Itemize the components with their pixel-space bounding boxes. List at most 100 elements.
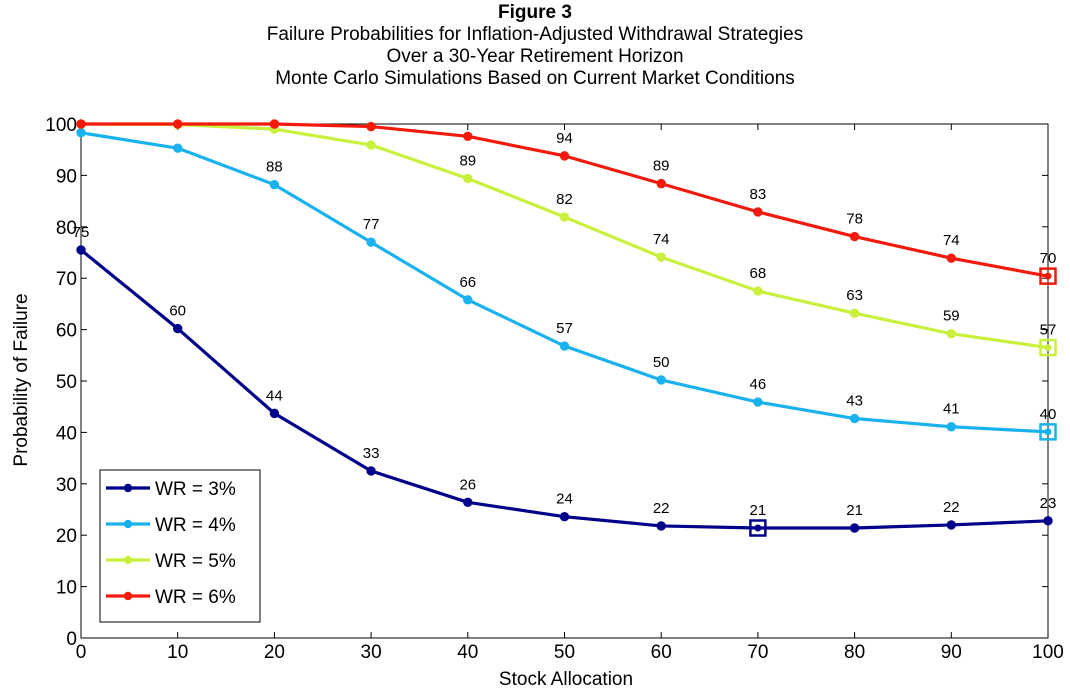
highlight-marker xyxy=(1039,423,1057,441)
data-point xyxy=(76,245,86,255)
y-tick-label: 100 xyxy=(45,115,77,136)
data-point xyxy=(173,119,183,129)
legend-marker xyxy=(123,483,133,493)
x-tick-label: 100 xyxy=(1032,642,1064,663)
y-tick-label: 60 xyxy=(56,321,77,342)
legend-label: WR = 6% xyxy=(155,587,236,608)
y-tick-label: 10 xyxy=(56,578,77,599)
data-label: 33 xyxy=(363,445,380,462)
data-label: 83 xyxy=(750,186,767,203)
data-label: 22 xyxy=(943,499,960,516)
data-point xyxy=(849,308,860,318)
data-point xyxy=(656,178,666,189)
data-point xyxy=(559,212,570,222)
data-label: 44 xyxy=(266,387,283,404)
data-point xyxy=(76,128,86,138)
data-label: 77 xyxy=(363,216,380,233)
data-label: 74 xyxy=(653,231,670,248)
legend-label: WR = 4% xyxy=(155,515,236,536)
data-point xyxy=(173,143,183,153)
data-point xyxy=(559,511,570,522)
y-tick-label: 30 xyxy=(56,475,77,496)
data-point xyxy=(269,408,280,419)
data-label: 41 xyxy=(943,401,960,418)
data-label: 70 xyxy=(1040,250,1057,267)
y-tick-label: 20 xyxy=(56,526,77,547)
x-tick-label: 50 xyxy=(554,642,575,663)
data-label: 63 xyxy=(846,287,863,304)
x-tick-label: 60 xyxy=(651,642,672,663)
data-point xyxy=(754,524,762,532)
data-label: 43 xyxy=(846,393,863,410)
highlight-marker xyxy=(1039,267,1057,285)
x-tick-label: 20 xyxy=(264,642,285,663)
data-label: 78 xyxy=(846,211,863,228)
data-point xyxy=(946,329,956,339)
data-label: 68 xyxy=(750,265,767,282)
y-axis-label: Probability of Failure xyxy=(11,293,32,466)
y-tick-label: 90 xyxy=(56,166,77,187)
data-label: 88 xyxy=(266,159,283,176)
y-tick-label: 50 xyxy=(56,372,77,393)
data-point xyxy=(753,207,763,217)
data-point xyxy=(753,286,763,296)
data-label: 66 xyxy=(459,274,476,291)
series-line xyxy=(80,131,1049,434)
chart-subtitle-2: Over a 30-Year Retirement Horizon xyxy=(386,46,684,67)
x-tick-label: 40 xyxy=(457,642,478,663)
data-label: 50 xyxy=(653,354,670,371)
data-point xyxy=(366,140,376,150)
data-label: 22 xyxy=(653,500,670,517)
data-point xyxy=(559,341,570,351)
data-label: 75 xyxy=(73,224,90,241)
data-point xyxy=(366,237,376,247)
chart-titles: Figure 3 Failure Probabilities for Infla… xyxy=(0,2,1070,90)
data-label: 26 xyxy=(459,476,476,493)
series-group-4 xyxy=(76,119,1057,285)
data-label: 40 xyxy=(1040,406,1057,423)
x-tick-label: 10 xyxy=(167,642,188,663)
x-axis-label: Stock Allocation xyxy=(499,669,633,689)
data-point xyxy=(946,520,956,530)
data-point xyxy=(1043,516,1053,526)
data-point xyxy=(1044,344,1052,352)
x-tick-label: 0 xyxy=(76,642,87,663)
data-label: 74 xyxy=(943,232,960,249)
data-point xyxy=(753,397,763,407)
data-label: 57 xyxy=(556,320,573,337)
data-point xyxy=(849,413,860,424)
data-point xyxy=(849,231,860,242)
data-label: 59 xyxy=(943,308,960,325)
data-label: 46 xyxy=(750,376,767,393)
data-label: 57 xyxy=(1040,322,1057,339)
data-point xyxy=(1044,272,1052,280)
legend-label: WR = 3% xyxy=(155,479,236,500)
legend: WR = 3% WR = 4% WR = 5% WR = 6% xyxy=(99,469,261,623)
data-label: 21 xyxy=(846,502,863,519)
legend-marker xyxy=(123,519,133,529)
x-tick-label: 80 xyxy=(844,642,865,663)
data-point xyxy=(559,151,570,161)
legend-marker xyxy=(123,555,133,565)
data-point xyxy=(946,422,956,432)
chart-subtitle-3: Monte Carlo Simulations Based on Current… xyxy=(275,68,795,89)
data-point xyxy=(463,497,473,508)
y-tick-label: 70 xyxy=(56,269,77,290)
data-point xyxy=(463,131,473,142)
data-point xyxy=(269,179,280,190)
data-point xyxy=(366,466,376,476)
y-tick-label: 80 xyxy=(56,218,77,239)
chart-title: Figure 3 xyxy=(498,2,572,23)
data-label: 24 xyxy=(556,491,573,508)
data-point xyxy=(76,119,86,129)
data-point xyxy=(269,119,280,129)
y-tick-label: 0 xyxy=(66,629,77,650)
data-point xyxy=(366,121,376,132)
data-label: 89 xyxy=(653,158,670,175)
data-point xyxy=(946,253,956,263)
highlight-marker xyxy=(1039,338,1057,357)
series-group-2 xyxy=(76,128,1057,441)
legend-marker xyxy=(123,591,133,601)
x-tick-label: 70 xyxy=(747,642,768,663)
